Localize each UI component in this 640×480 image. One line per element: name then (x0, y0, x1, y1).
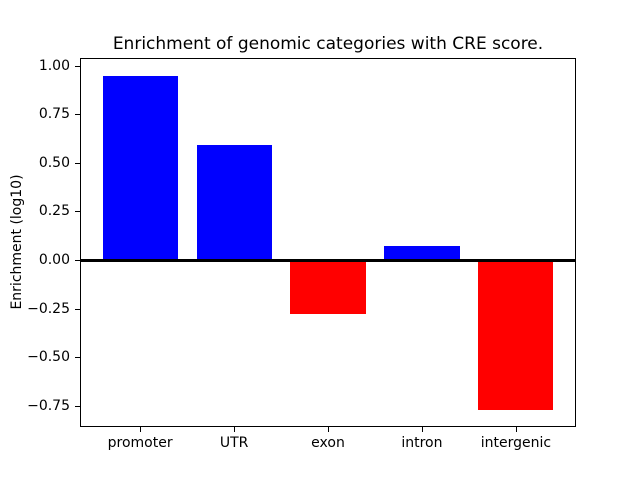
x-tick-label-intergenic: intergenic (480, 435, 552, 451)
y-tick-mark-1.00 (75, 65, 80, 67)
x-tick-mark-intergenic (515, 427, 517, 432)
x-tick-mark-intron (421, 427, 423, 432)
y-tick-mark-−0.75 (75, 405, 80, 407)
y-tick-label-1.00: 1.00 (38, 57, 70, 74)
plot-area: 1.00 0.75 0.50 0.25 0.00 −0.25 −0.50 −0.75 prom… (27, 58, 576, 451)
x-tick-mark-exon (328, 427, 329, 432)
y-tick-mark-0.75 (75, 114, 80, 116)
x-tick-label-promoter: promoter (107, 435, 173, 451)
bar-promoter (102, 75, 178, 260)
y-tick-label-0.00: 0.00 (38, 252, 70, 268)
y-tick-label-−0.75: −0.75 (27, 397, 70, 414)
bar-intergenic (478, 260, 554, 410)
y-tick-mark-0.00 (75, 260, 80, 261)
zero-line (80, 258, 576, 262)
y-tick-mark-0.50 (75, 162, 80, 164)
x-tick-mark-promoter (140, 427, 142, 432)
x-tick-mark-UTR (234, 427, 236, 432)
x-tick-label-intron: intron (401, 435, 443, 451)
y-tick-mark-−0.25 (75, 308, 80, 310)
y-axis-label: Enrichment (log10) (9, 174, 25, 310)
y-tick-label-0.25: 0.25 (38, 203, 70, 220)
y-tick-label-0.50: 0.50 (38, 154, 70, 171)
x-tick-label-exon: exon (311, 435, 345, 451)
y-tick-label-−0.25: −0.25 (27, 300, 70, 317)
bar-intron (384, 246, 460, 260)
y-tick-mark-−0.50 (75, 357, 80, 359)
y-tick-label-0.75: 0.75 (38, 106, 70, 123)
y-tick-mark-0.25 (75, 211, 80, 213)
y-tick-label-−0.50: −0.50 (27, 349, 70, 366)
x-tick-label-UTR: UTR (219, 435, 249, 451)
bar-UTR (196, 145, 272, 260)
chart-title: Enrichment of genomic categories with CR… (112, 34, 544, 54)
bar-exon (290, 260, 366, 315)
